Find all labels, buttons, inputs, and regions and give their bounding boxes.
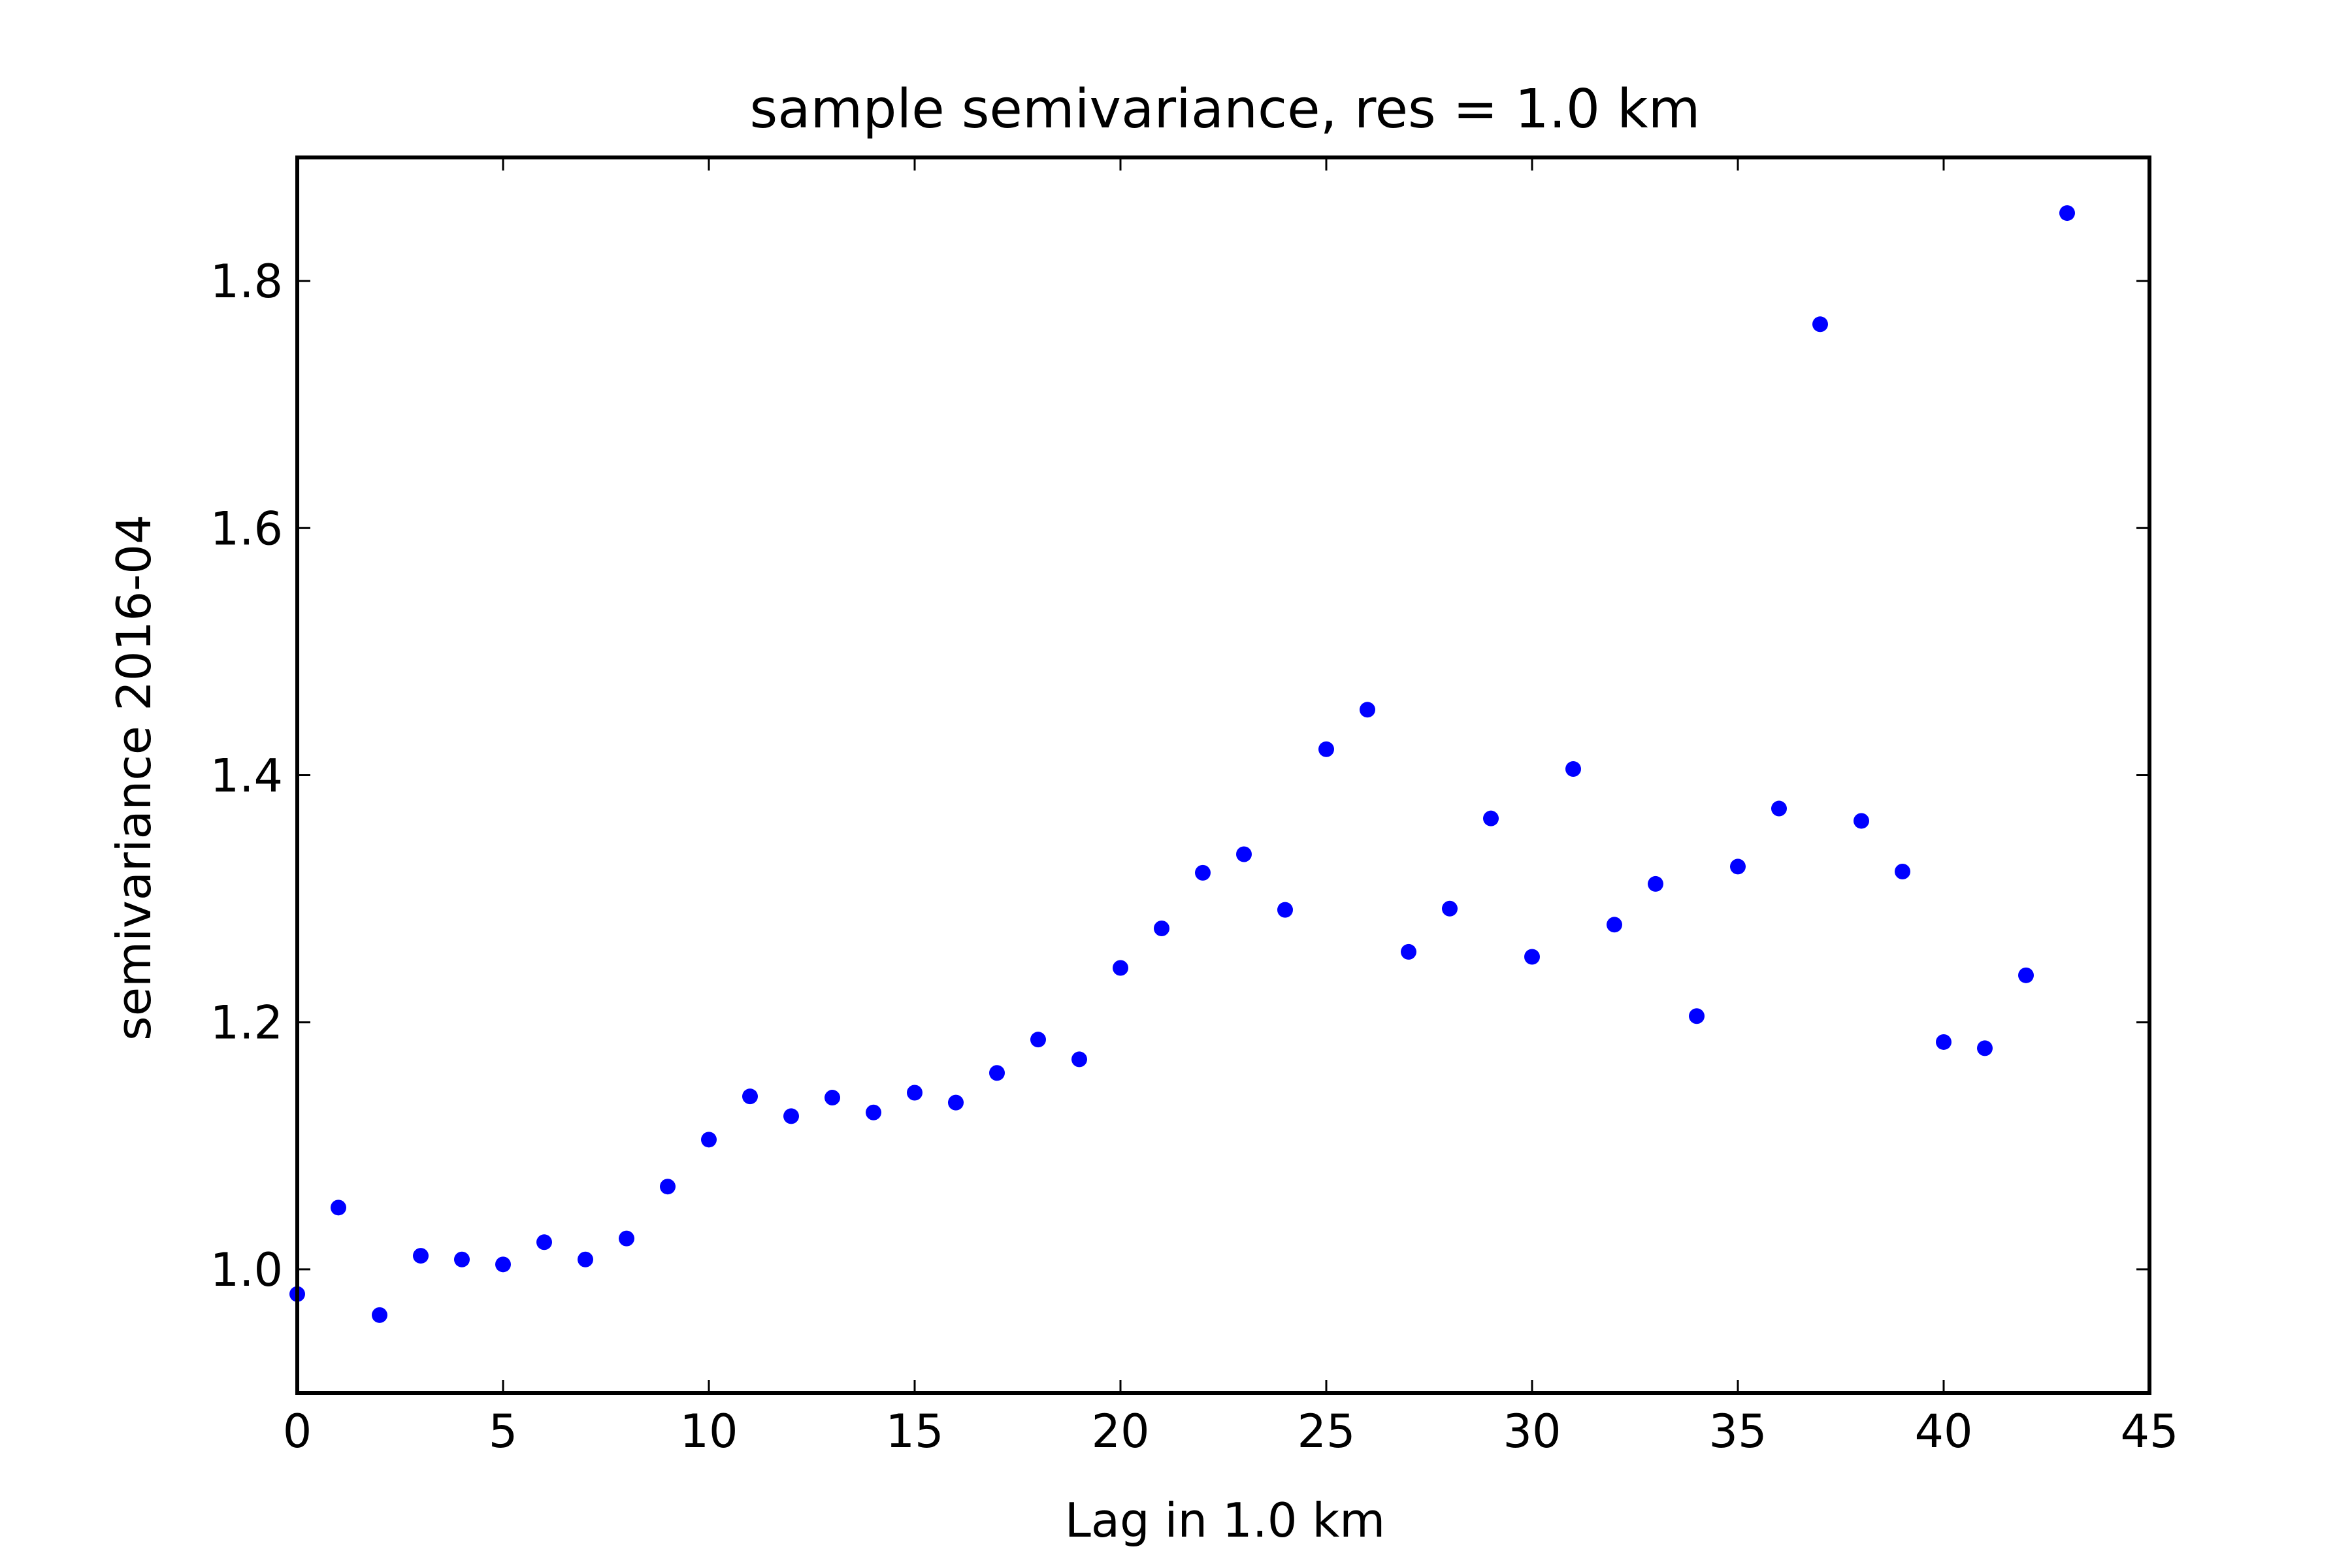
data-point	[1607, 917, 1622, 933]
data-point	[1771, 800, 1787, 817]
y-tick-label: 1.4	[210, 749, 283, 803]
x-tick-label: 25	[1297, 1405, 1355, 1458]
data-point	[742, 1088, 758, 1105]
y-tick-label: 1.8	[210, 255, 283, 308]
x-tick-label: 5	[489, 1405, 518, 1458]
plot-frame	[295, 155, 2151, 1395]
data-point	[454, 1251, 470, 1267]
data-point	[1730, 858, 1746, 875]
data-point	[989, 1065, 1005, 1081]
data-point	[948, 1094, 964, 1111]
data-point	[1565, 761, 1581, 777]
data-point	[1195, 864, 1211, 881]
x-axis-label: Lag in 1.0 km	[1065, 1493, 1386, 1548]
y-axis-label: semivariance 2016-04	[106, 514, 161, 1041]
data-point	[660, 1179, 676, 1195]
x-tick-label: 10	[679, 1405, 738, 1458]
y-tick-label: 1.0	[210, 1243, 283, 1297]
y-tick-label: 1.6	[210, 502, 283, 555]
data-point	[1895, 863, 1910, 879]
x-tick-label: 40	[1914, 1405, 1972, 1458]
data-point	[1236, 846, 1252, 862]
data-point	[413, 1248, 429, 1264]
x-tick-label: 30	[1503, 1405, 1561, 1458]
data-point	[1360, 702, 1375, 718]
data-point	[1318, 741, 1334, 757]
data-point	[701, 1132, 717, 1148]
data-point	[783, 1108, 799, 1124]
data-point	[1524, 949, 1540, 965]
chart-title: sample semivariance, res = 1.0 km	[750, 78, 1701, 140]
data-point	[1113, 960, 1128, 976]
data-point	[907, 1085, 923, 1101]
x-tick-label: 45	[2120, 1405, 2178, 1458]
data-point	[1154, 920, 1169, 936]
x-tick-label: 0	[283, 1405, 312, 1458]
data-point	[331, 1200, 346, 1216]
data-point	[1689, 1008, 1705, 1024]
data-point	[1648, 875, 1663, 892]
data-point	[372, 1307, 387, 1323]
data-point	[2018, 967, 2034, 983]
data-points	[289, 205, 2075, 1323]
data-point	[1812, 316, 1828, 333]
data-point	[1977, 1040, 1993, 1056]
data-point	[1401, 943, 1416, 960]
data-point	[1483, 810, 1499, 826]
y-tick-label: 1.2	[210, 996, 283, 1050]
data-point	[619, 1230, 634, 1247]
x-tick-label: 15	[885, 1405, 943, 1458]
data-point	[866, 1104, 881, 1120]
data-point	[536, 1234, 552, 1250]
data-point	[495, 1256, 511, 1273]
data-point	[1071, 1051, 1087, 1068]
data-point	[578, 1251, 593, 1267]
data-point	[1854, 813, 1869, 829]
axis-ticks: 0 5 10 15 20 25 30 35 40 45 1.0 1.2 1.4 1.6 1.8	[210, 157, 2179, 1458]
x-tick-label: 35	[1708, 1405, 1767, 1458]
x-tick-label: 20	[1091, 1405, 1149, 1458]
data-point	[1936, 1034, 1952, 1050]
data-point	[825, 1090, 840, 1106]
data-point	[1277, 902, 1293, 918]
data-point	[1030, 1032, 1046, 1048]
data-point	[2059, 205, 2075, 221]
data-point	[1442, 900, 1458, 917]
